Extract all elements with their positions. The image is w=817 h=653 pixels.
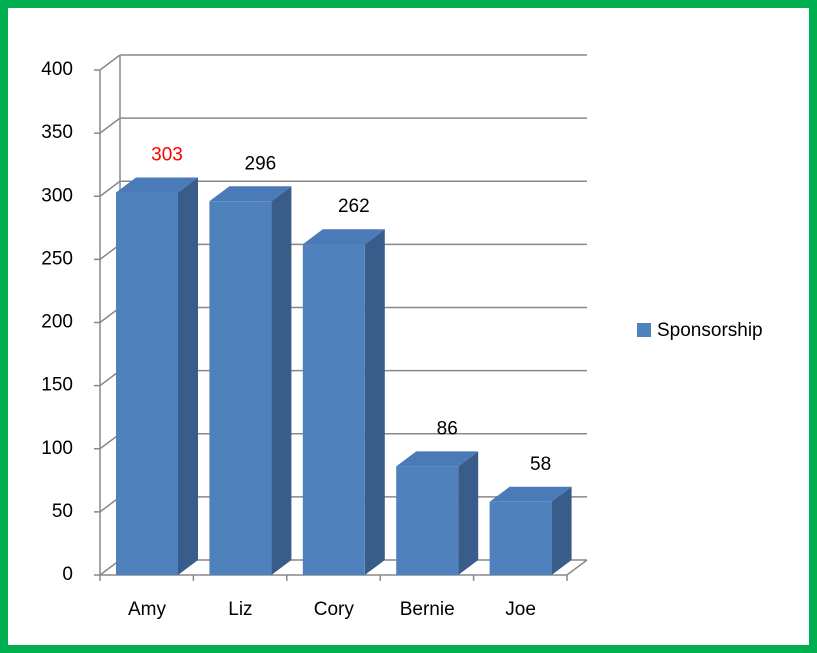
y-tick-label: 200 [41,312,73,333]
value-label: 303 [151,144,183,165]
bar-side [458,451,479,575]
bar-side [551,486,572,575]
grid-line [99,180,121,197]
x-tick-label: Cory [314,599,355,620]
x-tick-label: Joe [505,599,536,620]
legend-label: Sponsorship [657,320,763,341]
grid-line [99,54,121,71]
bar [209,201,272,576]
bar [396,466,459,575]
y-tick-label: 0 [62,564,73,585]
y-tick-label: 150 [41,375,73,396]
y-tick-label: 250 [41,248,73,269]
x-tick-label: Bernie [400,599,455,620]
y-tick-label: 300 [41,185,73,206]
grid-line [99,117,121,134]
bar [116,192,178,575]
bar-side [364,229,385,575]
bar [489,501,552,575]
value-label: 86 [437,418,458,439]
legend-swatch [637,323,651,337]
y-tick-label: 350 [41,122,73,143]
bar-top [116,177,198,193]
value-label: 296 [245,153,277,174]
bar-top [209,186,292,202]
x-tick-label: Amy [128,599,167,620]
bar-side [271,186,292,576]
value-label: 262 [338,196,370,217]
x-tick-label: Liz [228,599,252,620]
bar-top [302,229,385,245]
bar-top [396,451,479,467]
bar-top [489,486,572,502]
value-label: 58 [530,454,551,475]
y-tick-label: 100 [41,438,73,459]
y-tick-label: 400 [41,59,73,80]
y-tick-label: 50 [52,501,73,522]
bar-side [178,177,198,575]
bar [302,244,365,575]
floor-edge [566,559,588,576]
